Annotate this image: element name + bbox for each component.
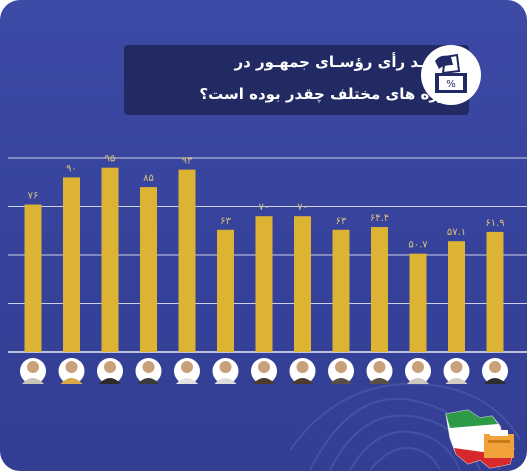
- bar-1: [24, 204, 42, 352]
- avatar-shoulders-10: [368, 378, 391, 384]
- iran-map-ballot-icon: [445, 409, 515, 469]
- bar-9: [332, 229, 350, 352]
- value-label-5: ۹۴: [182, 156, 193, 167]
- avatar-face-3: [104, 361, 116, 373]
- avatar-shoulders-1: [22, 378, 44, 384]
- bar-5: [178, 169, 196, 352]
- avatar-shoulders-6: [214, 378, 237, 384]
- bar-11: [409, 253, 427, 352]
- value-label-10: ۶۴.۴: [370, 213, 389, 224]
- bar-3: [101, 167, 119, 352]
- avatar-shoulders-5: [176, 378, 198, 384]
- avatar-shoulders-11: [407, 378, 429, 384]
- avatar-face-10: [373, 361, 386, 373]
- bar-13: [486, 231, 504, 352]
- value-label-6: ۶۳: [220, 216, 231, 227]
- avatar-face-8: [296, 361, 309, 373]
- title-line-2: دوره های مختلف چقدر بوده است؟: [199, 85, 455, 103]
- avatar-face-11: [412, 361, 424, 373]
- title-line-1: درصـد رأی رؤسـای جمهـور در: [234, 53, 455, 71]
- bar-4: [140, 187, 157, 352]
- avatar-shoulders-12: [445, 378, 468, 384]
- avatar-face-13: [489, 361, 501, 373]
- bar-2: [63, 177, 80, 352]
- bar-7: [255, 216, 273, 352]
- value-label-3: ۹۵: [105, 154, 116, 165]
- bar-8: [294, 216, 311, 352]
- value-label-9: ۶۳: [336, 216, 347, 227]
- value-label-8: ۷۰: [297, 202, 308, 213]
- avatar-shoulders-9: [330, 378, 352, 384]
- svg-text:%: %: [446, 79, 456, 90]
- avatar-face-4: [142, 361, 155, 373]
- value-label-2: ۹۰: [66, 163, 77, 174]
- bar-10: [371, 227, 388, 352]
- value-label-1: ۷۶: [28, 191, 39, 202]
- avatar-face-9: [335, 361, 347, 373]
- avatar-face-12: [450, 361, 463, 373]
- value-label-12: ۵۷.۱: [447, 227, 466, 238]
- avatar-face-1: [27, 361, 39, 373]
- avatar-face-7: [258, 361, 270, 373]
- title-banner: درصـد رأی رؤسـای جمهـور در دوره های مختل…: [124, 45, 469, 115]
- avatar-shoulders-3: [99, 378, 121, 384]
- bar-6: [217, 229, 234, 352]
- value-label-13: ۶۱.۹: [485, 218, 504, 229]
- ballot-box-icon: %: [421, 45, 481, 105]
- avatar-shoulders-7: [253, 378, 275, 384]
- bar-12: [448, 241, 465, 352]
- avatar-shoulders-13: [484, 378, 506, 384]
- avatar-shoulders-2: [60, 378, 83, 384]
- avatar-shoulders-4: [137, 378, 160, 384]
- avatar-face-5: [181, 361, 193, 373]
- value-label-4: ۸۵: [143, 173, 154, 184]
- value-label-11: ۵۰.۷: [408, 240, 428, 251]
- avatar-face-2: [65, 361, 78, 373]
- avatar-shoulders-8: [291, 378, 314, 384]
- avatar-face-6: [219, 361, 232, 373]
- value-label-7: ۷۰: [259, 202, 270, 213]
